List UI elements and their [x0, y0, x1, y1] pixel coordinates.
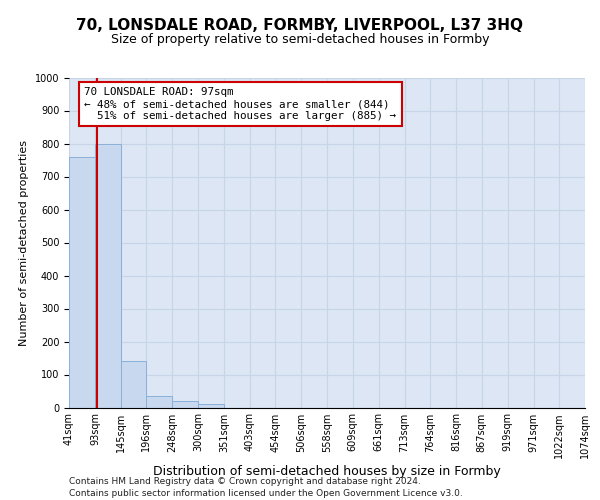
Y-axis label: Number of semi-detached properties: Number of semi-detached properties: [19, 140, 29, 346]
Bar: [199, 404, 224, 407]
Bar: [146, 396, 172, 407]
Text: 70 LONSDALE ROAD: 97sqm
← 48% of semi-detached houses are smaller (844)
  51% of: 70 LONSDALE ROAD: 97sqm ← 48% of semi-de…: [85, 88, 397, 120]
Bar: [172, 401, 199, 407]
Text: Contains public sector information licensed under the Open Government Licence v3: Contains public sector information licen…: [69, 489, 463, 498]
Text: Contains HM Land Registry data © Crown copyright and database right 2024.: Contains HM Land Registry data © Crown c…: [69, 478, 421, 486]
X-axis label: Distribution of semi-detached houses by size in Formby: Distribution of semi-detached houses by …: [153, 465, 501, 478]
Bar: [121, 362, 146, 408]
Text: Size of property relative to semi-detached houses in Formby: Size of property relative to semi-detach…: [111, 32, 489, 46]
Text: 70, LONSDALE ROAD, FORMBY, LIVERPOOL, L37 3HQ: 70, LONSDALE ROAD, FORMBY, LIVERPOOL, L3…: [77, 18, 523, 32]
Bar: [69, 156, 95, 408]
Bar: [95, 144, 121, 408]
